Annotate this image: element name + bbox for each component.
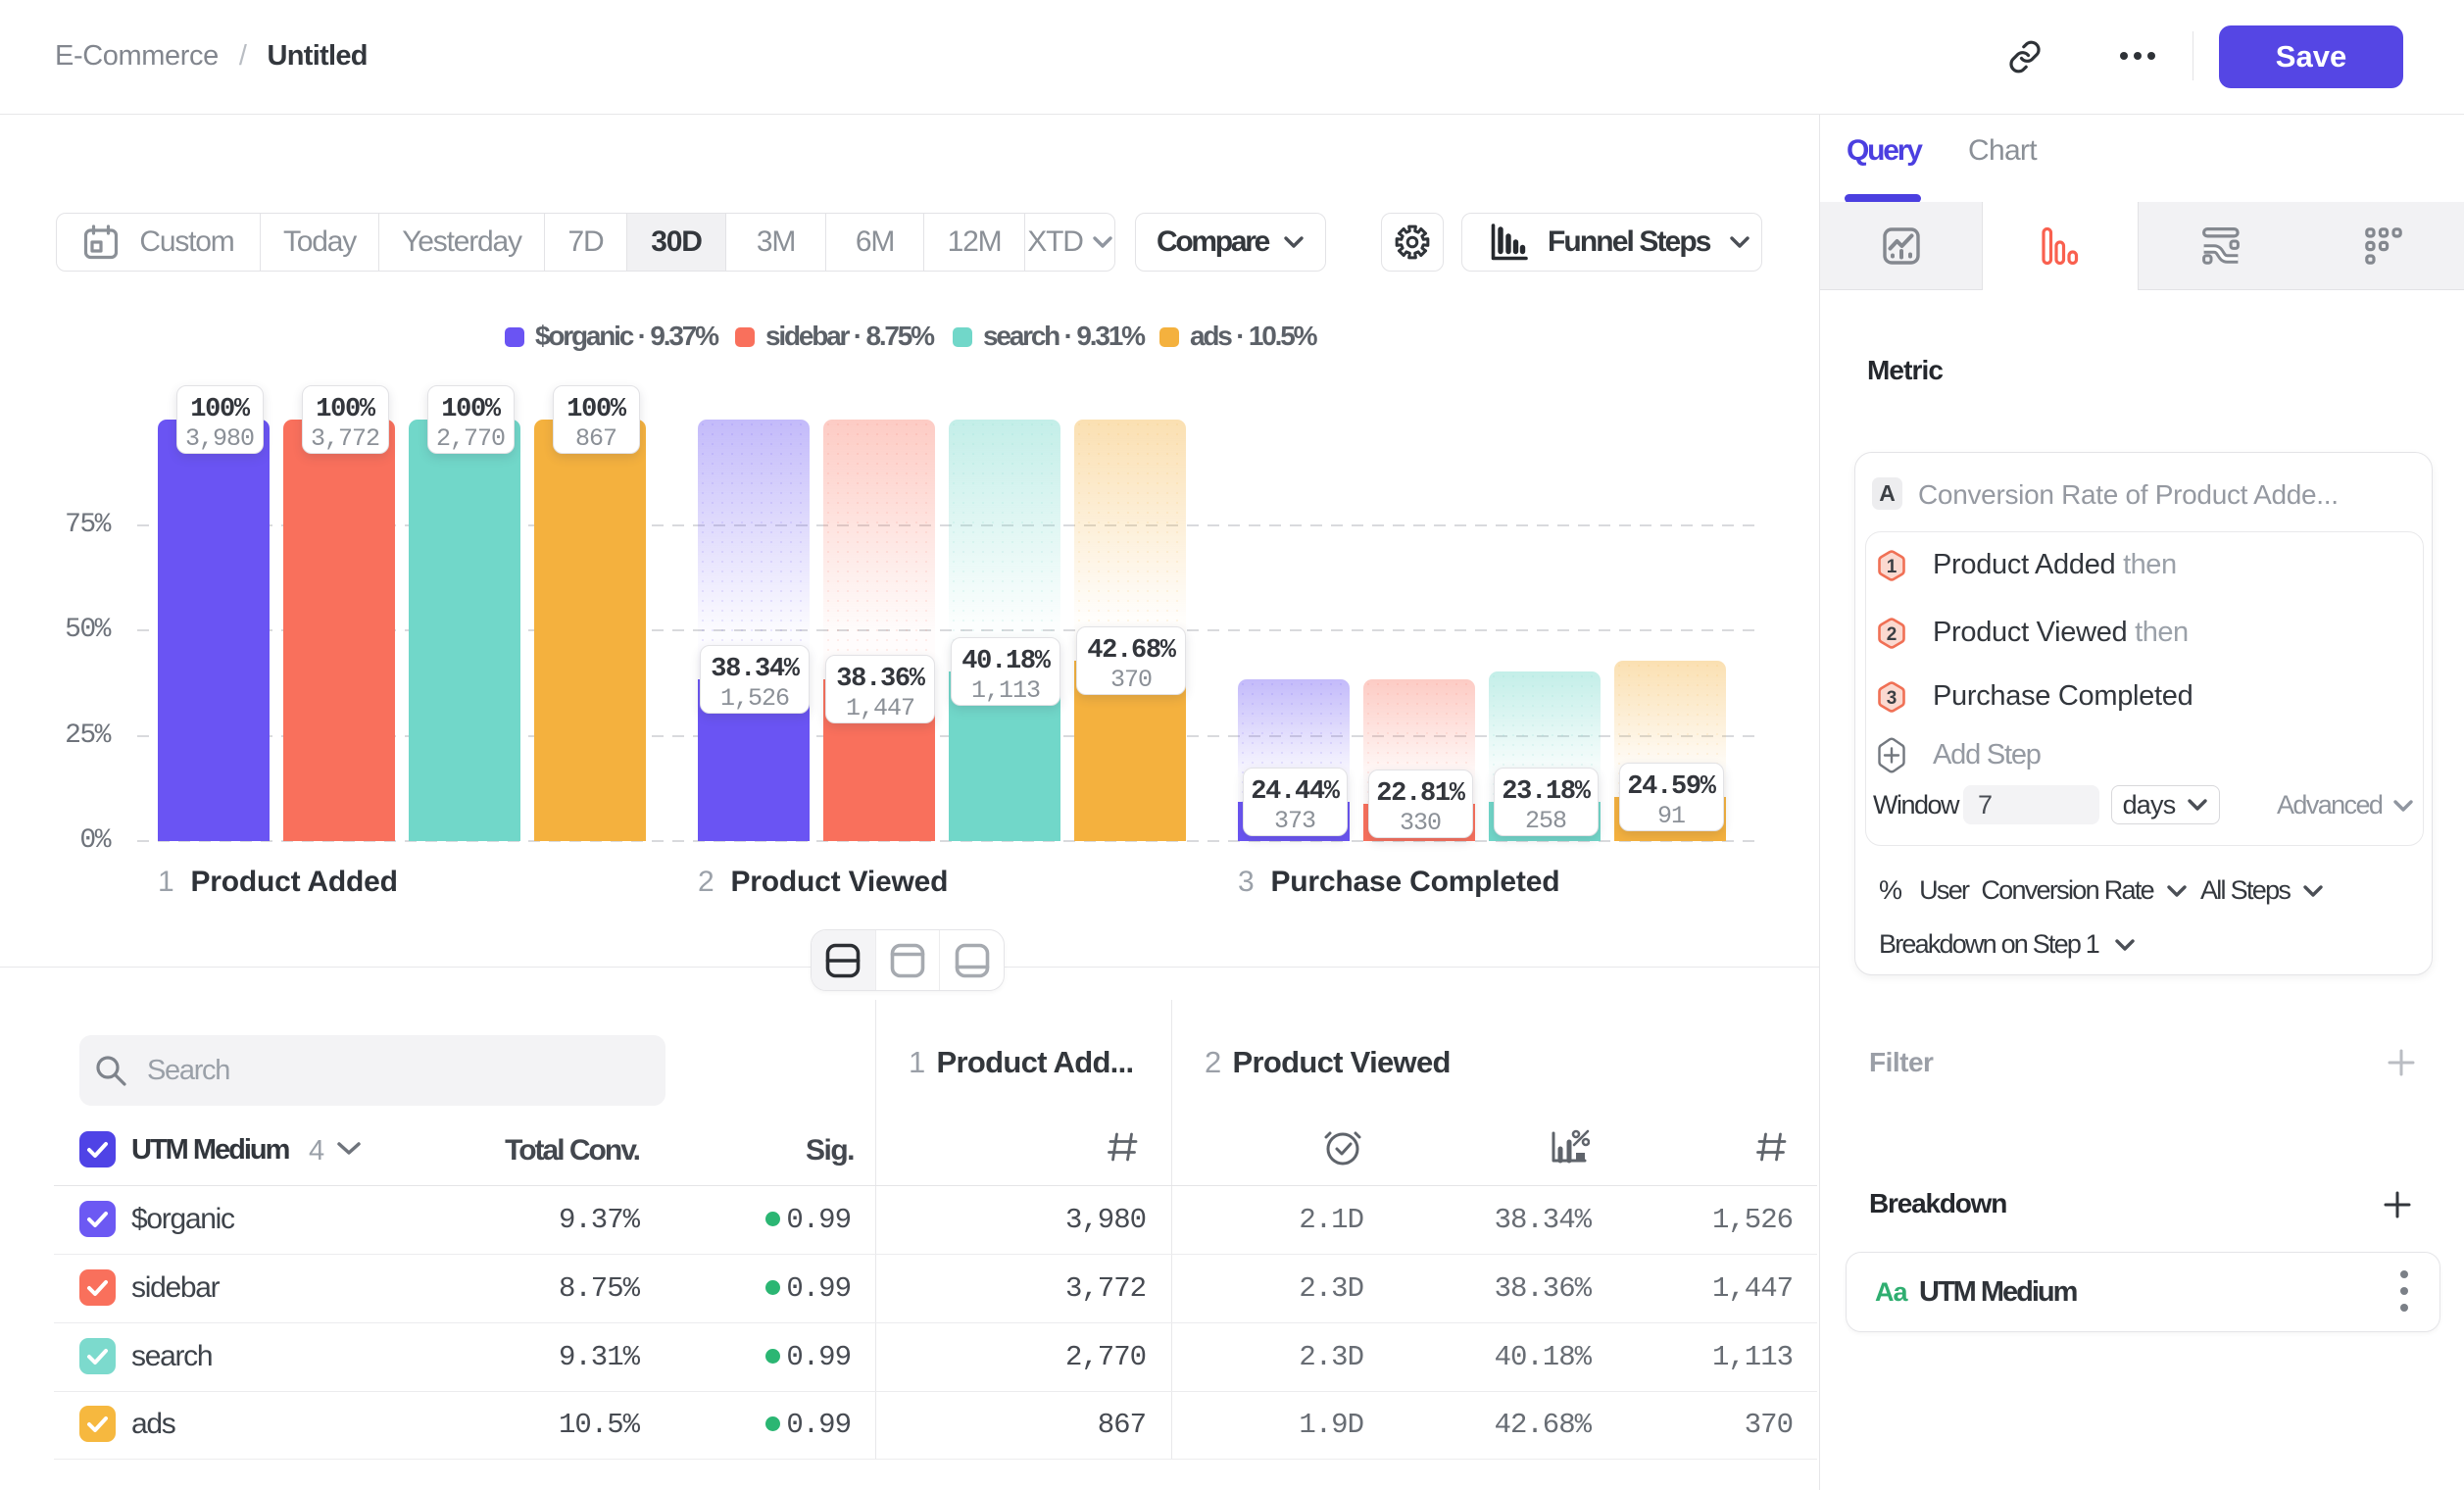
svg-text:1: 1: [1887, 557, 1897, 577]
svg-text:2: 2: [1887, 624, 1897, 645]
svg-text:3: 3: [1887, 688, 1897, 709]
